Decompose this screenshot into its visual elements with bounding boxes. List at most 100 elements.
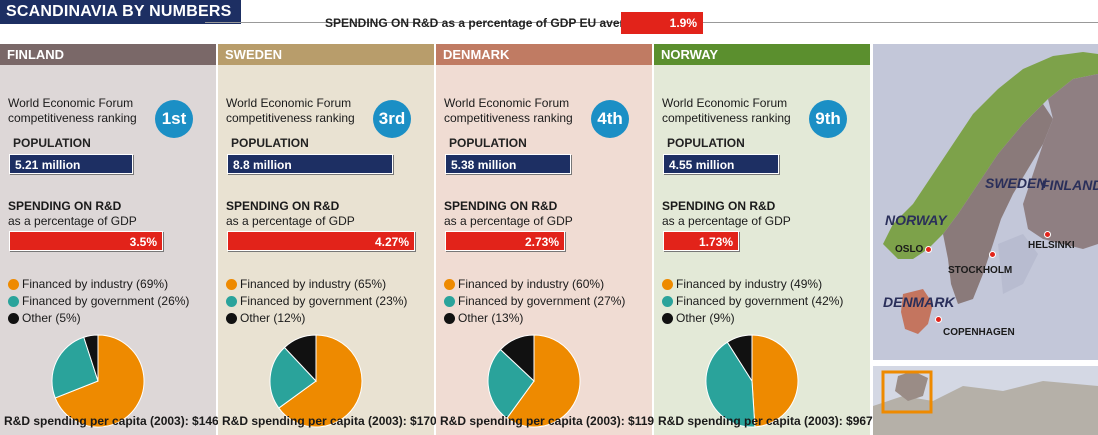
rd-title: SPENDING ON R&D bbox=[662, 199, 776, 213]
government-dot-icon bbox=[444, 296, 455, 307]
legend-text-other: Other (13%) bbox=[458, 311, 524, 325]
other-dot-icon bbox=[662, 313, 673, 324]
legend-text-other: Other (9%) bbox=[676, 311, 735, 325]
panel-body: World Economic Forum competitiveness ran… bbox=[0, 65, 225, 435]
page-title: SCANDINAVIA BY NUMBERS bbox=[0, 0, 242, 24]
financing-legend: Financed by industry (60%) Financed by g… bbox=[444, 276, 625, 327]
pie-slice-industry bbox=[506, 334, 581, 428]
panel-body: World Economic Forum competitiveness ran… bbox=[218, 65, 443, 435]
panel-body: World Economic Forum competitiveness ran… bbox=[654, 65, 873, 435]
population-label: POPULATION bbox=[13, 136, 91, 150]
legend-item-government: Financed by government (27%) bbox=[444, 293, 625, 310]
eu-average-bar: 1.9% bbox=[621, 12, 703, 34]
government-dot-icon bbox=[226, 296, 237, 307]
country-name: DENMARK bbox=[436, 44, 652, 65]
pie-slice-other bbox=[283, 334, 317, 383]
wef-line1: World Economic Forum bbox=[226, 96, 352, 110]
scandinavia-map: SWEDEN FINLAND NORWAY DENMARK OSLO STOCK… bbox=[873, 44, 1098, 360]
population-label: POPULATION bbox=[231, 136, 309, 150]
map-city-dot-copenhagen bbox=[935, 316, 942, 323]
pie-slice-other bbox=[83, 334, 99, 382]
country-panel-norway: NORWAY World Economic Forum competitiven… bbox=[654, 44, 873, 435]
population-label: POPULATION bbox=[667, 136, 745, 150]
rd-spending-label: SPENDING ON R&D as a percentage of GDP bbox=[662, 199, 791, 229]
legend-item-industry: Financed by industry (69%) bbox=[8, 276, 189, 293]
legend-item-other: Other (13%) bbox=[444, 310, 625, 327]
financing-pie-chart bbox=[269, 334, 363, 428]
rd-subtitle: as a percentage of GDP bbox=[662, 214, 791, 228]
legend-text-government: Financed by government (26%) bbox=[22, 294, 190, 308]
per-capita-spending: R&D spending per capita (2003): $967 bbox=[658, 414, 873, 428]
rd-spending-label: SPENDING ON R&D as a percentage of GDP bbox=[226, 199, 355, 229]
wef-line2: competitiveness ranking bbox=[444, 111, 573, 125]
legend-text-industry: Financed by industry (60%) bbox=[458, 277, 605, 291]
population-bar: 5.38 million bbox=[445, 154, 571, 174]
europe-locator-map bbox=[873, 366, 1098, 435]
map-label-denmark: DENMARK bbox=[883, 294, 955, 310]
legend-item-industry: Financed by industry (65%) bbox=[226, 276, 407, 293]
pie-slice-government bbox=[705, 341, 756, 428]
legend-text-government: Financed by government (27%) bbox=[458, 294, 626, 308]
per-capita-spending: R&D spending per capita (2003): $1193 bbox=[440, 414, 661, 428]
map-city-oslo: OSLO bbox=[895, 244, 924, 255]
rank-badge: 9th bbox=[809, 100, 847, 138]
rd-spending-bar: 1.73% bbox=[663, 231, 739, 251]
government-dot-icon bbox=[8, 296, 19, 307]
legend-item-government: Financed by government (23%) bbox=[226, 293, 407, 310]
map-city-dot-oslo bbox=[925, 246, 932, 253]
wef-line2: competitiveness ranking bbox=[662, 111, 791, 125]
country-name: SWEDEN bbox=[218, 44, 434, 65]
pie-slice-government bbox=[487, 348, 535, 419]
legend-text-government: Financed by government (42%) bbox=[676, 294, 844, 308]
rank-badge: 1st bbox=[155, 100, 193, 138]
eu-average-label: SPENDING ON R&D as a percentage of GDP E… bbox=[325, 16, 645, 30]
pie-slice-industry bbox=[751, 334, 799, 428]
rd-title: SPENDING ON R&D bbox=[8, 199, 122, 213]
map-denmark bbox=[901, 289, 933, 334]
industry-dot-icon bbox=[226, 279, 237, 290]
rd-subtitle: as a percentage of GDP bbox=[226, 214, 355, 228]
rd-spending-bar: 3.5% bbox=[9, 231, 163, 251]
rd-subtitle: as a percentage of GDP bbox=[8, 214, 137, 228]
pie-slice-industry bbox=[54, 334, 145, 428]
per-capita-spending: R&D spending per capita (2003): $1467 bbox=[4, 414, 226, 428]
wef-line1: World Economic Forum bbox=[444, 96, 570, 110]
map-city-copenhagen: COPENHAGEN bbox=[943, 327, 1015, 338]
legend-item-government: Financed by government (26%) bbox=[8, 293, 189, 310]
map-city-dot-helsinki bbox=[1044, 231, 1051, 238]
pie-slice-other bbox=[726, 334, 753, 383]
wef-ranking-label: World Economic Forum competitiveness ran… bbox=[444, 96, 573, 126]
rd-subtitle: as a percentage of GDP bbox=[444, 214, 573, 228]
wef-ranking-label: World Economic Forum competitiveness ran… bbox=[662, 96, 791, 126]
map-norway bbox=[883, 52, 1098, 259]
other-dot-icon bbox=[226, 313, 237, 324]
map-city-dot-stockholm bbox=[989, 251, 996, 258]
map-label-sweden: SWEDEN bbox=[985, 175, 1047, 191]
legend-item-industry: Financed by industry (60%) bbox=[444, 276, 625, 293]
legend-text-industry: Financed by industry (69%) bbox=[22, 277, 169, 291]
rd-title: SPENDING ON R&D bbox=[444, 199, 558, 213]
wef-line2: competitiveness ranking bbox=[8, 111, 137, 125]
pie-slice-industry bbox=[278, 334, 363, 428]
other-dot-icon bbox=[444, 313, 455, 324]
financing-legend: Financed by industry (49%) Financed by g… bbox=[662, 276, 843, 327]
map-label-finland: FINLAND bbox=[1041, 177, 1098, 193]
rank-badge: 3rd bbox=[373, 100, 411, 138]
financing-legend: Financed by industry (65%) Financed by g… bbox=[226, 276, 407, 327]
pie-slice-government bbox=[269, 346, 317, 409]
legend-item-industry: Financed by industry (49%) bbox=[662, 276, 843, 293]
wef-ranking-label: World Economic Forum competitiveness ran… bbox=[8, 96, 137, 126]
financing-legend: Financed by industry (69%) Financed by g… bbox=[8, 276, 189, 327]
population-bar: 8.8 million bbox=[227, 154, 393, 174]
wef-line1: World Economic Forum bbox=[662, 96, 788, 110]
pie-slice-other bbox=[499, 334, 535, 383]
map-graphic bbox=[873, 44, 1098, 360]
other-dot-icon bbox=[8, 313, 19, 324]
map-label-norway: NORWAY bbox=[885, 212, 947, 228]
financing-pie-chart bbox=[705, 334, 799, 428]
legend-item-other: Other (12%) bbox=[226, 310, 407, 327]
legend-item-other: Other (9%) bbox=[662, 310, 843, 327]
panel-body: World Economic Forum competitiveness ran… bbox=[436, 65, 661, 435]
rank-badge: 4th bbox=[591, 100, 629, 138]
locator-graphic bbox=[873, 366, 1098, 435]
